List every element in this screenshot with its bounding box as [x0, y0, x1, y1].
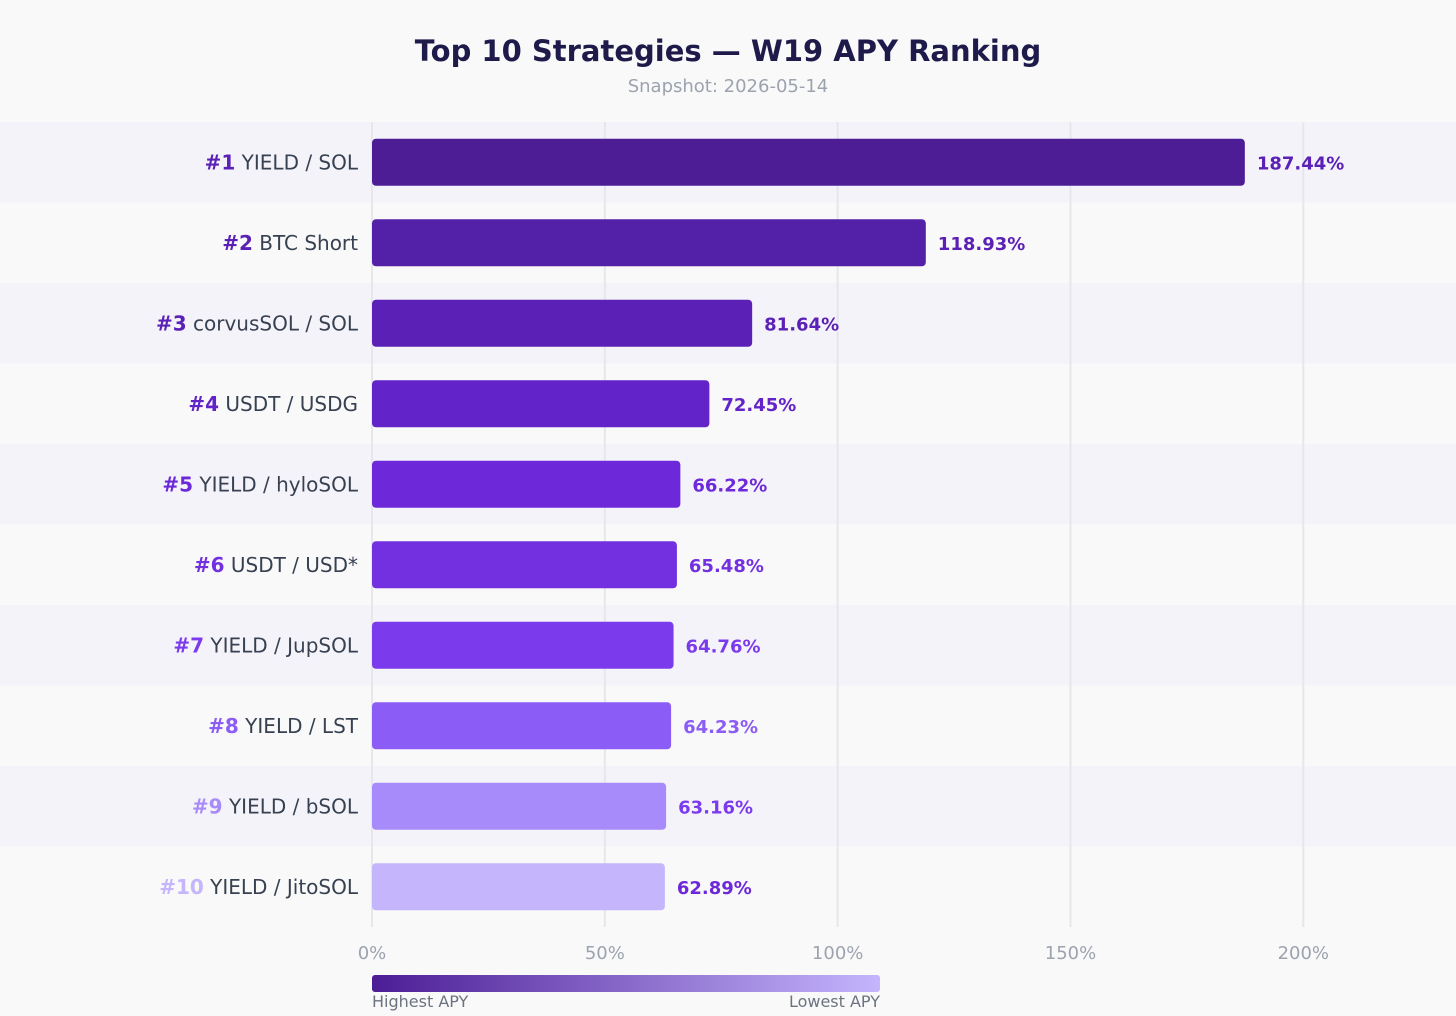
bar — [372, 541, 677, 589]
strategy-name: YIELD / JitoSOL — [204, 875, 359, 899]
bar-row: #1 YIELD / SOL 187.44% — [205, 138, 1345, 186]
category-label: #7 YIELD / JupSOL — [173, 633, 359, 657]
value-label: 62.89% — [677, 878, 752, 899]
value-label: 64.23% — [683, 717, 758, 738]
bar-row: #4 USDT / USDG 72.45% — [188, 380, 796, 428]
rank-label: #4 — [188, 392, 219, 416]
rank-label: #3 — [156, 311, 187, 335]
x-tick-label: 0% — [358, 943, 387, 964]
strategy-name: YIELD / LST — [239, 714, 359, 738]
bar — [372, 782, 667, 830]
category-label: #5 YIELD / hyloSOL — [162, 472, 359, 496]
bar — [372, 219, 926, 267]
strategy-name: YIELD / JupSOL — [204, 633, 359, 657]
bar-row: #8 YIELD / LST 64.23% — [208, 702, 758, 750]
strategy-name: USDT / USDG — [219, 392, 358, 416]
value-label: 187.44% — [1257, 153, 1345, 174]
x-tick-label: 200% — [1278, 943, 1329, 964]
bar — [372, 702, 672, 750]
bar — [372, 380, 710, 428]
x-tick-label: 50% — [585, 943, 625, 964]
bars: #1 YIELD / SOL 187.44% #2 BTC Short 118.93%… — [156, 138, 1345, 911]
rank-label: #2 — [222, 231, 253, 255]
bar — [372, 460, 681, 508]
category-label: #2 BTC Short — [222, 231, 358, 255]
legend-start-label: Highest APY — [372, 992, 469, 1011]
category-label: #10 YIELD / JitoSOL — [159, 875, 359, 899]
category-label: #8 YIELD / LST — [208, 714, 359, 738]
value-label: 66.22% — [692, 475, 767, 496]
rank-label: #9 — [192, 794, 223, 818]
bar — [372, 138, 1245, 186]
bar-row: #6 USDT / USD* 65.48% — [194, 541, 764, 589]
bar — [372, 863, 665, 911]
value-label: 65.48% — [689, 556, 764, 577]
strategy-name: YIELD / bSOL — [223, 794, 359, 818]
value-label: 64.76% — [686, 636, 761, 657]
category-label: #3 corvusSOL / SOL — [156, 311, 359, 335]
x-tick-label: 150% — [1045, 943, 1096, 964]
rank-label: #5 — [162, 472, 193, 496]
strategy-name: YIELD / hyloSOL — [193, 472, 359, 496]
bar-row: #2 BTC Short 118.93% — [222, 219, 1026, 267]
rank-label: #1 — [205, 150, 236, 174]
x-axis-ticks: 0% 50% 100% 150% 200% — [358, 943, 1329, 964]
chart-title: Top 10 Strategies — W19 APY Ranking — [415, 34, 1042, 68]
chart-subtitle: Snapshot: 2026-05-14 — [628, 76, 829, 97]
strategy-name: BTC Short — [253, 231, 358, 255]
bar-row: #5 YIELD / hyloSOL 66.22% — [162, 460, 767, 508]
strategy-name: USDT / USD* — [225, 553, 359, 577]
value-label: 63.16% — [678, 797, 753, 818]
gradient-legend: Highest APY Lowest APY — [372, 975, 880, 1011]
row-band — [0, 605, 1456, 686]
row-band — [0, 766, 1456, 847]
category-label: #6 USDT / USD* — [194, 553, 358, 577]
category-label: #9 YIELD / bSOL — [192, 794, 359, 818]
value-label: 72.45% — [721, 395, 796, 416]
category-label: #1 YIELD / SOL — [205, 150, 359, 174]
rank-label: #10 — [159, 875, 204, 899]
bar-row: #3 corvusSOL / SOL 81.64% — [156, 299, 839, 347]
strategy-name: corvusSOL / SOL — [187, 311, 359, 335]
rank-label: #8 — [208, 714, 239, 738]
row-band — [0, 444, 1456, 525]
rank-label: #7 — [173, 633, 204, 657]
value-label: 118.93% — [938, 234, 1026, 255]
category-label: #4 USDT / USDG — [188, 392, 358, 416]
x-tick-label: 100% — [812, 943, 863, 964]
rank-label: #6 — [194, 553, 225, 577]
legend-gradient-bar — [372, 975, 880, 992]
bar-row: #9 YIELD / bSOL 63.16% — [192, 782, 753, 830]
bar — [372, 299, 753, 347]
bar-row: #10 YIELD / JitoSOL 62.89% — [159, 863, 752, 911]
legend-end-label: Lowest APY — [789, 992, 880, 1011]
bar — [372, 621, 674, 669]
strategy-name: YIELD / SOL — [235, 150, 359, 174]
bar-row: #7 YIELD / JupSOL 64.76% — [173, 621, 761, 669]
value-label: 81.64% — [764, 314, 839, 335]
